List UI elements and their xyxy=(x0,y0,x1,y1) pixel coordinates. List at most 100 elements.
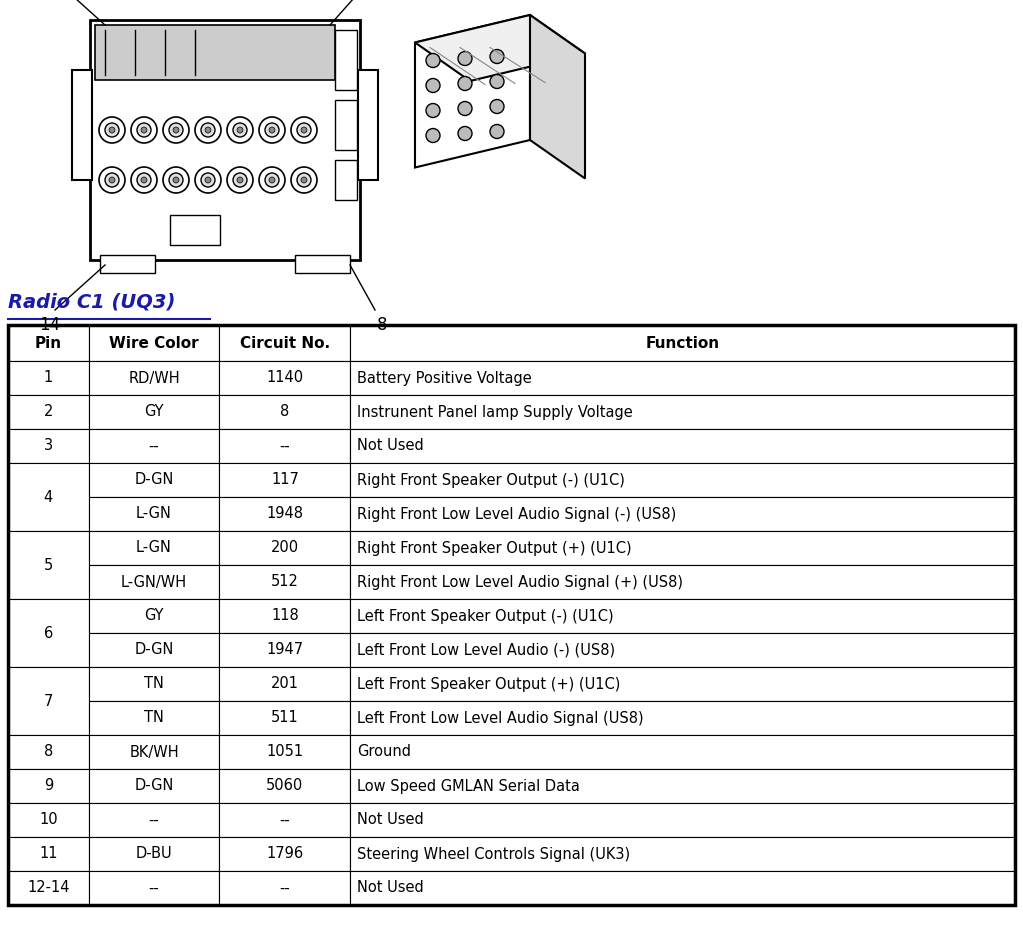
Circle shape xyxy=(233,123,247,137)
Circle shape xyxy=(141,127,147,133)
Bar xyxy=(89,837,220,871)
Bar xyxy=(89,803,220,837)
Bar xyxy=(335,30,357,90)
Circle shape xyxy=(269,127,275,133)
Text: RD/WH: RD/WH xyxy=(128,371,180,386)
Text: 1140: 1140 xyxy=(266,371,304,386)
Circle shape xyxy=(131,117,157,143)
Circle shape xyxy=(458,102,472,116)
Polygon shape xyxy=(415,15,530,167)
Text: --: -- xyxy=(148,438,160,454)
Text: 3: 3 xyxy=(44,438,53,454)
Text: GY: GY xyxy=(144,608,164,624)
Bar xyxy=(89,599,220,633)
Text: Instrunent Panel lamp Supply Voltage: Instrunent Panel lamp Supply Voltage xyxy=(357,404,633,419)
Text: Steering Wheel Controls Signal (UK3): Steering Wheel Controls Signal (UK3) xyxy=(357,846,630,861)
Text: Not Used: Not Used xyxy=(357,813,425,828)
Text: 1051: 1051 xyxy=(266,744,304,759)
Circle shape xyxy=(137,123,151,137)
Text: 512: 512 xyxy=(271,574,299,589)
Bar xyxy=(351,633,1015,667)
Polygon shape xyxy=(415,15,585,81)
Polygon shape xyxy=(530,15,585,178)
Bar xyxy=(8,837,89,871)
Bar xyxy=(351,871,1015,905)
Circle shape xyxy=(201,173,215,187)
Bar xyxy=(89,325,220,361)
Bar xyxy=(220,599,351,633)
Text: --: -- xyxy=(279,881,291,896)
Text: Circuit No.: Circuit No. xyxy=(239,335,330,350)
Circle shape xyxy=(291,167,317,193)
Circle shape xyxy=(297,123,311,137)
Text: 1: 1 xyxy=(44,371,53,386)
Bar xyxy=(8,667,89,735)
Circle shape xyxy=(99,117,125,143)
Bar xyxy=(351,701,1015,735)
Circle shape xyxy=(227,167,253,193)
Bar xyxy=(8,429,89,463)
Circle shape xyxy=(163,117,189,143)
Bar xyxy=(220,531,351,565)
Circle shape xyxy=(301,177,307,183)
Bar xyxy=(8,531,89,599)
Text: GY: GY xyxy=(144,404,164,419)
Circle shape xyxy=(109,127,115,133)
Text: Not Used: Not Used xyxy=(357,881,425,896)
Text: D-GN: D-GN xyxy=(134,473,174,488)
Bar xyxy=(72,70,92,180)
Text: Left Front Low Level Audio (-) (US8): Left Front Low Level Audio (-) (US8) xyxy=(357,643,616,658)
Bar xyxy=(8,599,89,667)
Bar xyxy=(100,255,155,273)
Circle shape xyxy=(173,177,179,183)
Text: Left Front Speaker Output (-) (U1C): Left Front Speaker Output (-) (U1C) xyxy=(357,608,614,624)
Circle shape xyxy=(163,167,189,193)
Circle shape xyxy=(169,173,183,187)
Text: 2: 2 xyxy=(44,404,53,419)
Bar xyxy=(95,25,335,80)
Circle shape xyxy=(201,123,215,137)
Text: D-BU: D-BU xyxy=(136,846,172,861)
Bar xyxy=(220,769,351,803)
Text: L-GN: L-GN xyxy=(136,506,172,521)
Text: 1947: 1947 xyxy=(266,643,304,658)
Text: --: -- xyxy=(279,438,291,454)
Circle shape xyxy=(458,51,472,65)
Circle shape xyxy=(259,117,285,143)
Text: D-GN: D-GN xyxy=(134,779,174,794)
Circle shape xyxy=(259,167,285,193)
Bar xyxy=(8,361,89,395)
Bar xyxy=(8,769,89,803)
Text: 8: 8 xyxy=(280,404,290,419)
Bar xyxy=(220,395,351,429)
Circle shape xyxy=(426,104,440,118)
Bar xyxy=(220,803,351,837)
Text: BK/WH: BK/WH xyxy=(129,744,179,759)
Text: --: -- xyxy=(279,813,291,828)
Text: 1796: 1796 xyxy=(266,846,304,861)
Text: 118: 118 xyxy=(271,608,299,624)
Bar xyxy=(8,395,89,429)
Bar xyxy=(358,70,379,180)
Bar xyxy=(220,837,351,871)
Circle shape xyxy=(297,173,311,187)
Bar xyxy=(89,633,220,667)
Bar xyxy=(8,803,89,837)
Text: Low Speed GMLAN Serial Data: Low Speed GMLAN Serial Data xyxy=(357,779,580,794)
Circle shape xyxy=(233,173,247,187)
Text: L-GN/WH: L-GN/WH xyxy=(121,574,187,589)
Bar xyxy=(8,325,1015,905)
Circle shape xyxy=(426,53,440,67)
Bar xyxy=(89,429,220,463)
Text: 14: 14 xyxy=(40,316,60,334)
Circle shape xyxy=(109,177,115,183)
Bar xyxy=(351,769,1015,803)
Circle shape xyxy=(137,173,151,187)
Bar xyxy=(335,160,357,200)
Circle shape xyxy=(169,123,183,137)
Circle shape xyxy=(131,167,157,193)
Text: L-GN: L-GN xyxy=(136,541,172,556)
Text: 12-14: 12-14 xyxy=(27,881,70,896)
Circle shape xyxy=(195,167,221,193)
Bar xyxy=(335,100,357,150)
